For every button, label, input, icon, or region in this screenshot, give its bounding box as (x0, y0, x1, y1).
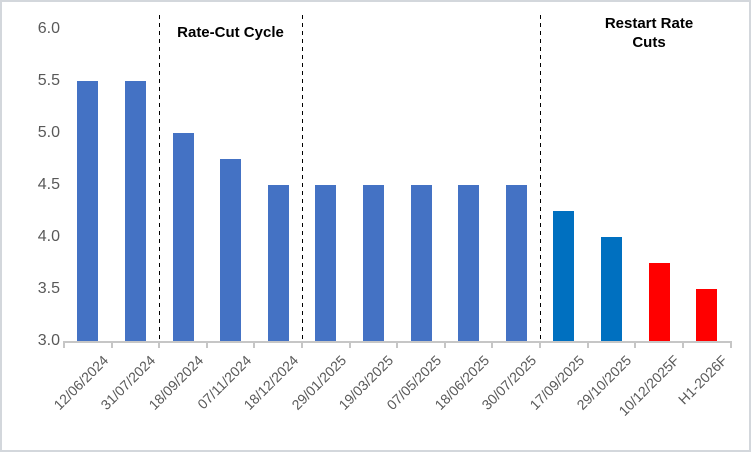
annotation-rate-cut-cycle: Rate-Cut Cycle (177, 24, 284, 41)
x-axis-tick (301, 341, 304, 348)
bar-07/05/2025 (410, 185, 432, 341)
bar-18/06/2025 (458, 185, 480, 341)
bar-17/09/2025 (553, 211, 575, 341)
x-axis-tick (158, 341, 161, 348)
phase-divider-line (301, 15, 303, 341)
x-axis-tick (253, 341, 256, 348)
x-axis-tick (396, 341, 399, 348)
y-axis-label: 3.5 (37, 280, 60, 297)
x-axis-tick (205, 341, 208, 348)
bar-19/03/2025 (362, 185, 384, 341)
phase-divider-line (158, 15, 160, 341)
bar-30/07/2025 (505, 185, 527, 341)
annotation-restart-rate-cuts: Restart Rate Cuts (604, 15, 694, 51)
bar-10/12/2025F (648, 263, 670, 341)
x-axis-tick (634, 341, 637, 348)
bar-29/01/2025 (315, 185, 337, 341)
x-axis-tick (491, 341, 494, 348)
y-axis-label: 4.5 (37, 176, 60, 193)
bar-07/11/2024 (220, 159, 242, 341)
x-axis-tick (729, 341, 732, 348)
y-axis-label: 5.5 (37, 72, 60, 89)
y-axis-label: 4.0 (37, 228, 60, 245)
bar-H1-2026F (696, 289, 718, 341)
bar-18/12/2024 (267, 185, 289, 341)
x-axis-tick (539, 341, 542, 348)
bar-12/06/2024 (77, 81, 99, 341)
bar-31/07/2024 (124, 81, 146, 341)
bar-18/09/2024 (172, 133, 194, 341)
y-axis-label: 3.0 (37, 332, 60, 349)
x-axis-tick (348, 341, 351, 348)
bar-29/10/2025 (600, 237, 622, 341)
y-axis-label: 5.0 (37, 124, 60, 141)
x-axis-tick (586, 341, 589, 348)
phase-divider-line (539, 15, 541, 341)
x-axis-tick (110, 341, 113, 348)
x-axis-tick (681, 341, 684, 348)
y-axis-label: 6.0 (37, 20, 60, 37)
x-axis-tick (443, 341, 446, 348)
x-axis-tick (63, 341, 65, 348)
